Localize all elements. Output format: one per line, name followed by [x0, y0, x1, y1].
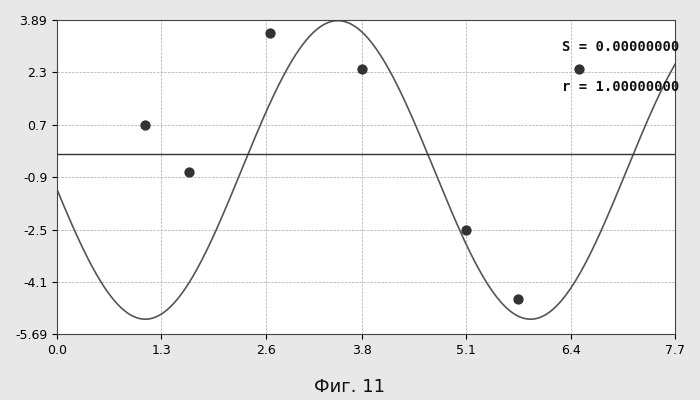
Text: S = 0.00000000: S = 0.00000000 [561, 40, 679, 54]
Text: r = 1.00000000: r = 1.00000000 [561, 80, 679, 94]
Point [461, 226, 472, 233]
Point [573, 66, 584, 72]
Point [513, 295, 524, 302]
Point [264, 30, 275, 36]
Text: Фиг. 11: Фиг. 11 [314, 378, 386, 396]
Point [140, 122, 151, 128]
Point [356, 66, 368, 72]
Point [184, 169, 195, 176]
